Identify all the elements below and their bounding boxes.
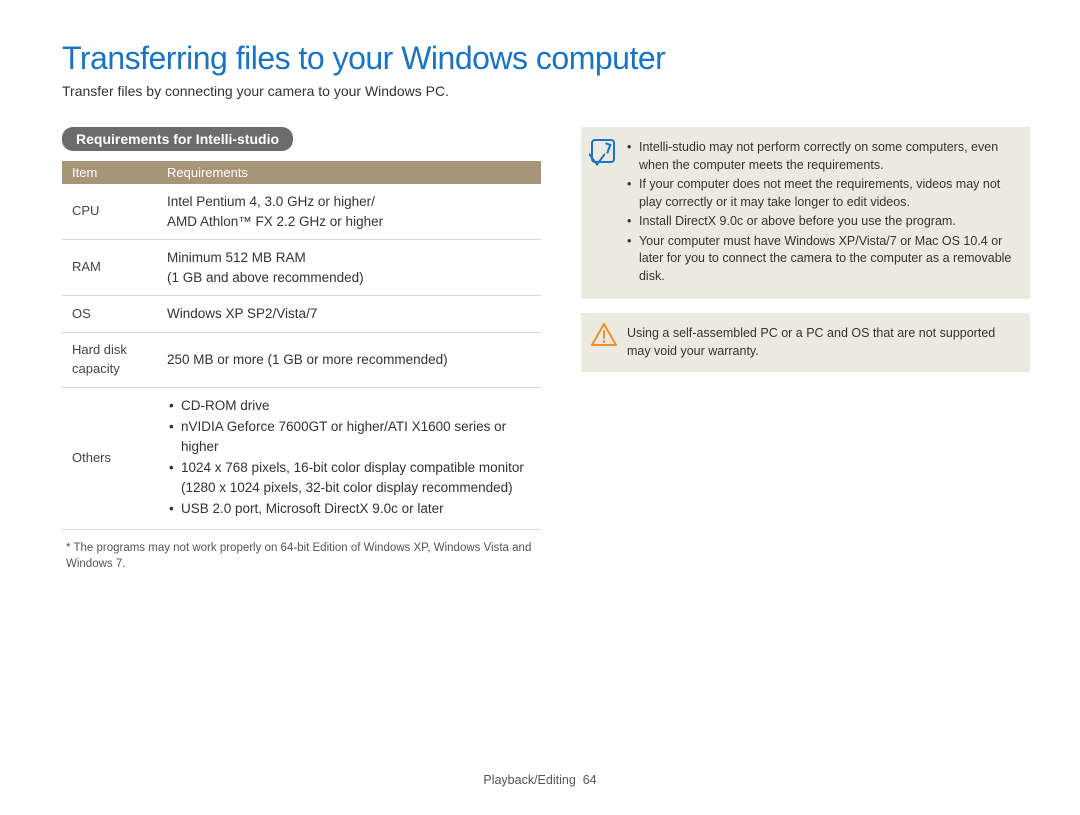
list-item: USB 2.0 port, Microsoft DirectX 9.0c or … bbox=[167, 499, 531, 519]
section-heading-pill: Requirements for Intelli-studio bbox=[62, 127, 293, 151]
footer-page-number: 64 bbox=[583, 773, 597, 787]
page-footer: Playback/Editing 64 bbox=[0, 773, 1080, 787]
table-header-req: Requirements bbox=[157, 161, 541, 184]
cell-req: Minimum 512 MB RAM (1 GB and above recom… bbox=[157, 240, 541, 296]
list-item: nVIDIA Geforce 7600GT or higher/ATI X160… bbox=[167, 417, 531, 456]
cell-req: 250 MB or more (1 GB or more recommended… bbox=[157, 332, 541, 387]
warning-note-box: Using a self-assembled PC or a PC and OS… bbox=[581, 313, 1030, 372]
cell-item: Others bbox=[62, 387, 157, 529]
list-item: CD-ROM drive bbox=[167, 396, 531, 416]
cell-req: CD-ROM drive nVIDIA Geforce 7600GT or hi… bbox=[157, 387, 541, 529]
page-subtitle: Transfer files by connecting your camera… bbox=[62, 83, 1030, 99]
cell-item: CPU bbox=[62, 184, 157, 240]
cell-item: RAM bbox=[62, 240, 157, 296]
note-icon bbox=[591, 139, 615, 163]
table-header-item: Item bbox=[62, 161, 157, 184]
right-column: Intelli-studio may not perform correctly… bbox=[581, 127, 1030, 572]
list-item: If your computer does not meet the requi… bbox=[627, 176, 1016, 211]
table-row: CPU Intel Pentium 4, 3.0 GHz or higher/ … bbox=[62, 184, 541, 240]
cell-req: Windows XP SP2/Vista/7 bbox=[157, 296, 541, 333]
table-row: Others CD-ROM drive nVIDIA Geforce 7600G… bbox=[62, 387, 541, 529]
table-row: RAM Minimum 512 MB RAM (1 GB and above r… bbox=[62, 240, 541, 296]
table-row: Hard disk capacity 250 MB or more (1 GB … bbox=[62, 332, 541, 387]
warning-icon bbox=[591, 323, 617, 347]
list-item: Install DirectX 9.0c or above before you… bbox=[627, 213, 1016, 231]
info-note-box: Intelli-studio may not perform correctly… bbox=[581, 127, 1030, 299]
table-row: OS Windows XP SP2/Vista/7 bbox=[62, 296, 541, 333]
list-item: Your computer must have Windows XP/Vista… bbox=[627, 233, 1016, 286]
footnote: * The programs may not work properly on … bbox=[62, 530, 541, 572]
page-title: Transferring files to your Windows compu… bbox=[62, 40, 1030, 77]
left-column: Requirements for Intelli-studio Item Req… bbox=[62, 127, 541, 572]
list-item: 1024 x 768 pixels, 16-bit color display … bbox=[167, 458, 531, 497]
footer-section: Playback/Editing bbox=[483, 773, 575, 787]
cell-item: OS bbox=[62, 296, 157, 333]
cell-item: Hard disk capacity bbox=[62, 332, 157, 387]
requirements-table: Item Requirements CPU Intel Pentium 4, 3… bbox=[62, 161, 541, 530]
cell-req: Intel Pentium 4, 3.0 GHz or higher/ AMD … bbox=[157, 184, 541, 240]
warning-text: Using a self-assembled PC or a PC and OS… bbox=[627, 326, 995, 358]
list-item: Intelli-studio may not perform correctly… bbox=[627, 139, 1016, 174]
